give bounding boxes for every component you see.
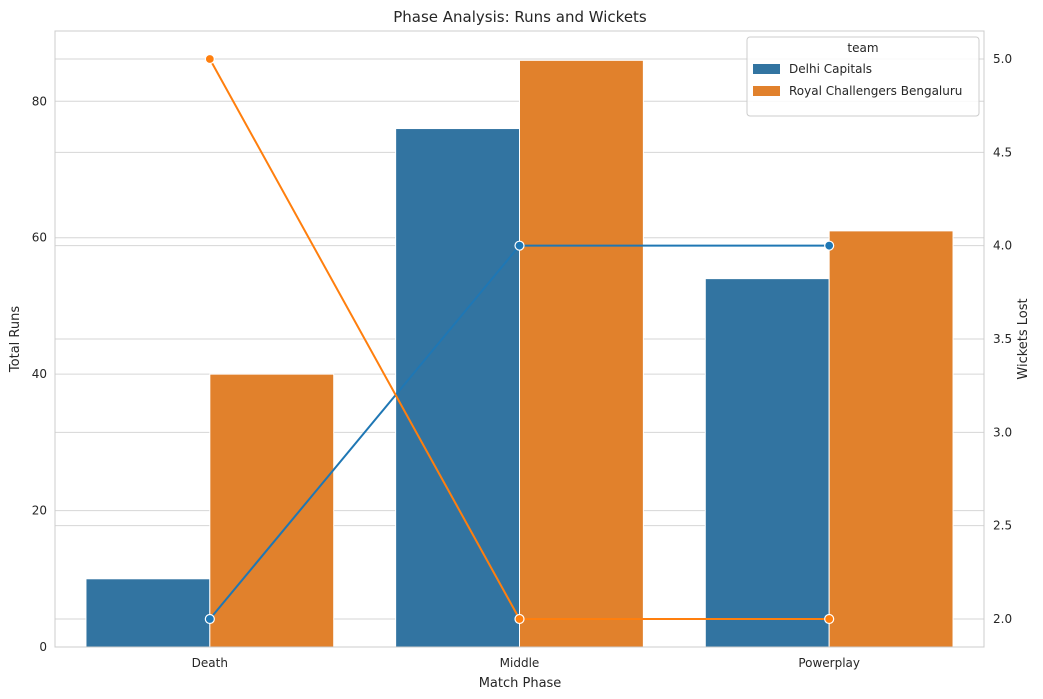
point-royal-challengers-bengaluru-powerplay [824, 613, 835, 625]
y-tick-label: 60 [32, 231, 47, 245]
legend-label-delhi-capitals: Delhi Capitals [789, 62, 872, 76]
bar-delhi-capitals-powerplay [704, 278, 830, 648]
x-tick-label: Death [192, 656, 228, 670]
x-tick-label: Powerplay [798, 656, 860, 670]
y-tick-label: 40 [32, 367, 47, 381]
point-delhi-capitals-death [204, 613, 215, 625]
x-tick-label: Middle [500, 656, 540, 670]
point-delhi-capitals-powerplay [824, 240, 835, 251]
y2-tick-label: 5.0 [993, 52, 1012, 66]
ticks: 0 20 40 60 80 2.0 2.5 3.0 3.5 4.0 4.5 5.0 Death Middl… [32, 52, 1012, 670]
chart-title: Phase Analysis: Runs and Wickets [393, 8, 647, 26]
y2-tick-label: 3.0 [993, 425, 1012, 439]
bar-delhi-capitals-middle [395, 128, 520, 648]
legend-swatch-delhi-capitals [753, 64, 780, 74]
point-royal-challengers-bengaluru-middle [514, 613, 525, 625]
y2-tick-label: 2.0 [993, 612, 1012, 626]
y-axis-label: Total Runs [8, 306, 23, 373]
legend-swatch-royal-challengers-bengaluru [753, 86, 780, 96]
bar-royal-challengers-bengaluru-powerplay [828, 230, 954, 648]
x-axis-label: Match Phase [479, 676, 562, 691]
y-tick-label: 80 [32, 94, 47, 108]
y-tick-label: 20 [32, 504, 47, 518]
bars [85, 59, 954, 648]
bar-royal-challengers-bengaluru-death [209, 373, 335, 648]
y2-tick-label: 3.5 [993, 332, 1012, 346]
plot-frame [54, 30, 985, 648]
point-delhi-capitals-middle [514, 240, 525, 251]
y2-axis-label: Wickets Lost [1016, 298, 1031, 379]
y2-tick-label: 2.5 [993, 519, 1012, 533]
point-royal-challengers-bengaluru-death [204, 53, 215, 65]
legend-title: team [847, 41, 878, 55]
y2-tick-label: 4.0 [993, 239, 1012, 253]
plot-border [54, 30, 985, 648]
legend-label-royal-challengers-bengaluru: Royal Challengers Bengaluru [789, 84, 962, 98]
bar-delhi-capitals-death [85, 578, 211, 648]
bar-royal-challengers-bengaluru-middle [519, 59, 644, 648]
legend-box [746, 36, 980, 117]
y2-tick-label: 4.5 [993, 145, 1012, 159]
y-tick-label: 0 [39, 640, 47, 654]
legend: team Delhi Capitals Royal Challengers Be… [746, 36, 980, 117]
wicket-lines [204, 53, 835, 625]
